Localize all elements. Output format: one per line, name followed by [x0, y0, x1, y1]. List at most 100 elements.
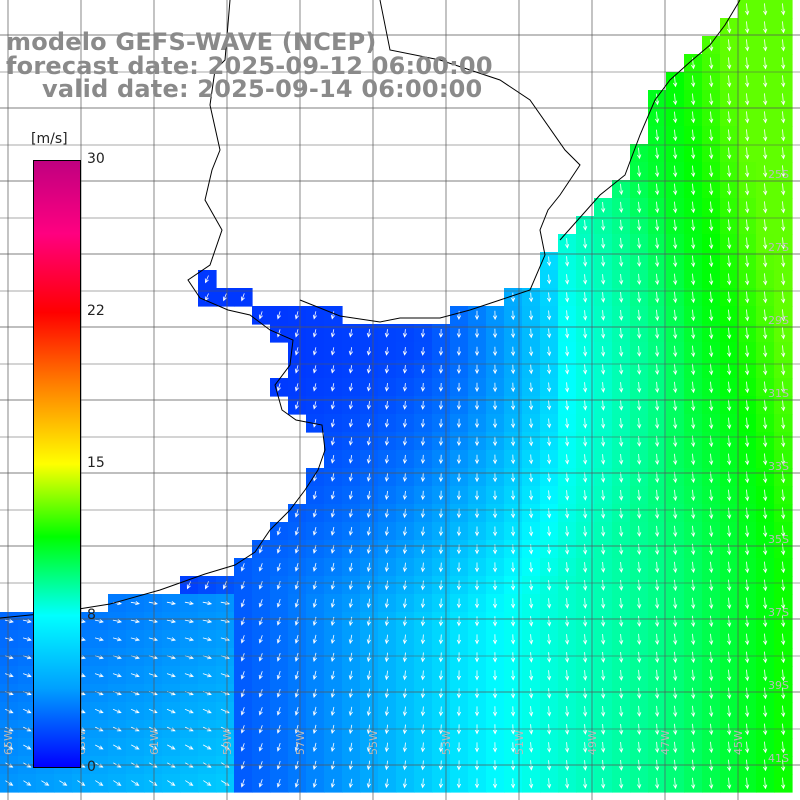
wind-arrow [456, 382, 462, 393]
wind-arrow [438, 436, 444, 447]
wind-arrow [240, 707, 245, 716]
wind-arrow [727, 579, 732, 592]
wind-arrow [637, 507, 642, 520]
wind-arrow [655, 687, 660, 700]
wind-arrow [583, 670, 588, 681]
wind-arrow [619, 471, 624, 483]
wind-arrow [781, 327, 786, 340]
wind-arrow [655, 561, 660, 574]
wind-arrow [240, 635, 245, 644]
wind-arrow [258, 311, 263, 320]
wind-arrow [366, 383, 372, 392]
wind-arrow [366, 419, 372, 428]
wind-arrow [546, 292, 552, 303]
wind-arrow [348, 598, 353, 609]
wind-arrow [781, 273, 786, 286]
wind-arrow [366, 652, 371, 663]
wind-arrow [258, 779, 263, 788]
wind-arrow [745, 777, 750, 790]
wind-arrow [23, 708, 32, 714]
wind-arrow [402, 365, 408, 374]
wind-arrow [510, 382, 516, 393]
wind-arrow [781, 345, 786, 358]
wind-arrow [763, 273, 768, 286]
wind-arrow [655, 237, 660, 250]
wind-arrow [240, 599, 245, 608]
wind-arrow [113, 780, 122, 786]
wind-arrow [655, 579, 660, 592]
wind-arrow [276, 616, 281, 626]
wind-arrow [673, 165, 678, 178]
wind-arrow [655, 435, 660, 448]
wind-arrow [745, 219, 750, 232]
wind-arrow [619, 633, 624, 645]
wind-arrow [330, 526, 335, 536]
wind-arrow [673, 291, 678, 304]
valid-date: valid date: 2025-09-14 06:00:00 [42, 75, 483, 103]
wind-arrow [601, 201, 606, 213]
wind-arrow [166, 637, 176, 642]
wind-arrow [438, 706, 444, 717]
wind-arrow [330, 437, 335, 446]
wind-arrow [547, 472, 552, 483]
wind-arrow [601, 669, 606, 681]
wind-arrow [528, 364, 534, 375]
wind-arrow [655, 201, 660, 214]
wind-arrow [709, 57, 714, 70]
wind-arrow [691, 111, 696, 124]
wind-arrow [528, 328, 534, 339]
wind-arrow [366, 508, 371, 519]
wind-arrow [655, 165, 660, 178]
wind-arrow [312, 419, 317, 428]
wind-arrow [420, 652, 426, 663]
wind-arrow [131, 744, 140, 750]
wind-arrow [601, 741, 606, 753]
wind-arrow [637, 705, 642, 718]
wind-arrow [745, 291, 750, 304]
wind-arrow [258, 743, 263, 752]
wind-arrow [294, 329, 299, 338]
wind-arrow [5, 744, 14, 750]
wind-arrow [240, 293, 245, 302]
wind-arrow [763, 777, 768, 790]
wind-arrow [637, 255, 642, 268]
wind-arrow [601, 292, 606, 303]
wind-arrow [510, 418, 516, 429]
wind-arrow [727, 633, 732, 646]
longitude-labels: 65W63W61W59W57W55W53W51W49W47W45W43W41W [2, 730, 745, 755]
wind-arrow [583, 778, 588, 789]
wind-arrow [204, 581, 209, 590]
wind-arrow [420, 706, 426, 717]
wind-arrow [655, 129, 660, 142]
wind-arrow [184, 673, 194, 678]
wind-arrow [276, 670, 281, 680]
wind-arrow [601, 310, 606, 321]
wind-arrow [781, 651, 786, 664]
wind-arrow [727, 201, 732, 214]
wind-arrow [745, 39, 750, 52]
wind-arrow [456, 364, 462, 375]
wind-arrow [637, 273, 642, 286]
wind-arrow [709, 777, 714, 790]
wind-arrow [637, 201, 642, 214]
wind-arrow [637, 435, 642, 447]
wind-arrow [384, 634, 389, 645]
wind-arrow [745, 165, 750, 178]
wind-arrow [240, 779, 245, 788]
wind-arrow [258, 599, 263, 608]
wind-arrow [709, 543, 714, 556]
wind-arrow [546, 400, 552, 411]
wind-arrow [763, 21, 768, 34]
wind-arrow [727, 615, 732, 628]
wind-arrow [330, 383, 335, 392]
wind-arrow [727, 561, 732, 574]
wind-arrow [745, 345, 750, 358]
wind-arrow [781, 453, 786, 466]
colorbar-tick-22: 22 [87, 303, 105, 319]
wind-arrow [402, 400, 408, 410]
wind-arrow [637, 561, 642, 574]
wind-arrow [276, 634, 281, 644]
wind-arrow [184, 708, 194, 714]
wind-arrow [474, 328, 480, 339]
wind-arrow [330, 580, 335, 591]
